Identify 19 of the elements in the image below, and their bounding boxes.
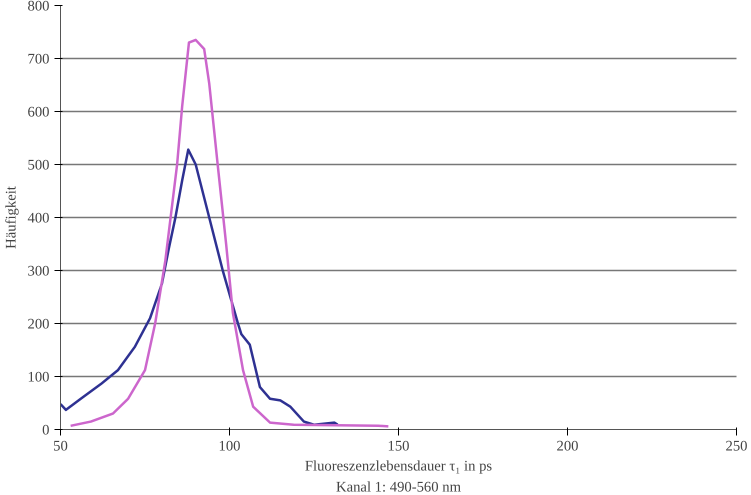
y-tick-label: 500	[28, 158, 50, 174]
x-tick-label: 50	[53, 438, 68, 454]
x-axis-title: Fluoreszenzlebensdauer τ₁ in ps	[304, 458, 492, 474]
y-tick-label: 400	[28, 210, 50, 226]
x-tick-label: 150	[388, 438, 410, 454]
y-tick-label: 800	[28, 0, 50, 14]
y-tick-label: 0	[42, 422, 50, 438]
x-tick-label: 250	[726, 438, 748, 454]
x-tick-label: 200	[556, 438, 578, 454]
y-tick-label: 100	[28, 370, 50, 386]
x-tick-label: 100	[218, 438, 240, 454]
y-tick-label: 600	[28, 104, 50, 120]
y-tick-label: 200	[28, 316, 50, 332]
text: Kanal 1: 490-560 nm	[336, 480, 462, 495]
y-tick-label: 700	[28, 52, 50, 68]
line-series	[60, 148, 339, 426]
line-series	[69, 38, 390, 428]
y-axis-title: Häufigkeit	[4, 186, 20, 249]
y-tick-label: 300	[28, 264, 50, 280]
